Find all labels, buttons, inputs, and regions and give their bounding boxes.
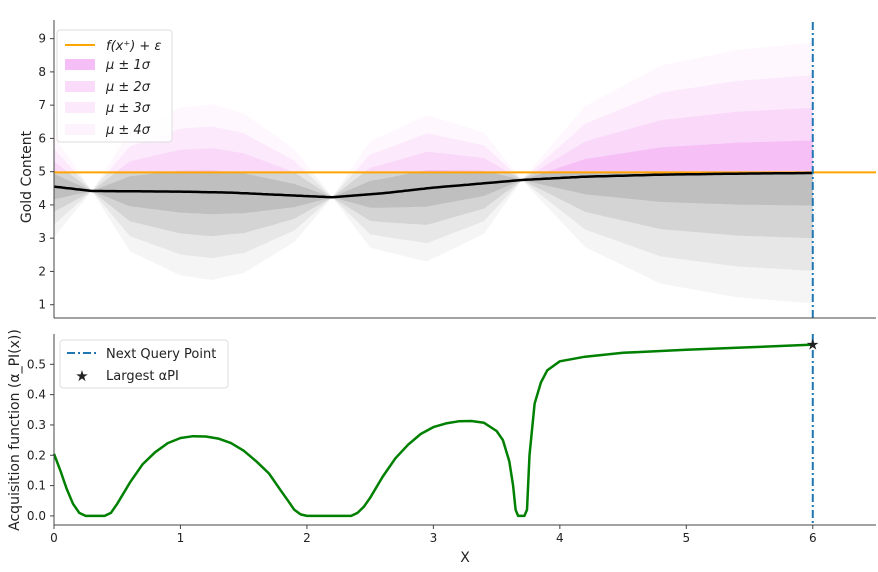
acquisition-x-tick-label: 3 bbox=[430, 531, 438, 545]
acquisition-axes: 0.0 0.1 0.2 0.3 0.4 0.5 0 1 2 3 4 5 6 bbox=[27, 334, 876, 545]
posterior-legend-frame bbox=[56, 29, 173, 143]
band-above-sigma4 bbox=[54, 42, 813, 173]
acquisition-x-tick-label: 1 bbox=[177, 531, 185, 545]
acquisition-y-tick-label: 0.1 bbox=[27, 479, 46, 493]
acquisition-x-tick-label: 6 bbox=[809, 531, 817, 545]
largest-point-star-icon: ★ bbox=[806, 336, 819, 354]
legend-best-label: f(x⁺) + ε bbox=[106, 39, 161, 54]
acquisition-y-tick-label: 0.5 bbox=[27, 357, 46, 371]
acquisition-y-tick-label: 0.0 bbox=[27, 509, 46, 523]
posterior-y-tick-label: 4 bbox=[38, 198, 46, 212]
posterior-y-tick-label: 6 bbox=[38, 131, 46, 145]
posterior-legend: f(x⁺) + ε μ ± 1σ μ ± 2σ μ ± 3σ μ ± 4σ bbox=[56, 29, 173, 143]
legend-sigma4-label: μ ± 4σ bbox=[105, 123, 151, 138]
band-below-sigma2 bbox=[54, 172, 813, 239]
acquisition-x-tick-label: 4 bbox=[556, 531, 564, 545]
acquisition-x-tick-label: 5 bbox=[682, 531, 690, 545]
posterior-panel: 1 2 3 4 5 6 7 8 9 Gold Content f(x⁺) + ε μ ± 1σ … bbox=[19, 20, 876, 319]
acquisition-lines: ★ bbox=[52, 334, 819, 525]
posterior-y-tick-label: 8 bbox=[38, 65, 46, 79]
legend-query-label: Next Query Point bbox=[106, 347, 216, 362]
band-above-sigma1 bbox=[54, 140, 813, 173]
legend-sigma3-label: μ ± 3σ bbox=[105, 101, 151, 116]
posterior-y-tick-label: 5 bbox=[38, 165, 46, 179]
acquisition-x-label: X bbox=[460, 550, 470, 566]
acquisition-legend-frame bbox=[59, 339, 229, 389]
legend-sigma2-label: μ ± 2σ bbox=[105, 80, 151, 95]
posterior-y-tick-label: 7 bbox=[38, 98, 46, 112]
posterior-y-label: Gold Content bbox=[19, 130, 35, 223]
acquisition-x-tick-label: 2 bbox=[303, 531, 311, 545]
uncertainty-bands bbox=[54, 42, 813, 304]
acquisition-panel: ★ 0.0 0.1 0.2 0.3 0.4 0.5 0 1 2 3 4 5 6 Acquisition … bbox=[7, 329, 876, 566]
legend-largest-label: Largest αPI bbox=[106, 369, 179, 384]
band-above-sigma2 bbox=[54, 107, 813, 173]
posterior-axes: 1 2 3 4 5 6 7 8 9 bbox=[38, 20, 876, 319]
band-below-sigma4 bbox=[54, 172, 813, 304]
band-below-sigma1 bbox=[54, 172, 813, 215]
band-below-sigma3 bbox=[54, 172, 813, 271]
acquisition-y-label: Acquisition function (α_PI(x)) bbox=[7, 329, 23, 531]
posterior-y-tick-label: 1 bbox=[38, 298, 46, 312]
posterior-mean-line bbox=[53, 171, 813, 199]
legend-star-icon: ★ bbox=[75, 367, 88, 385]
posterior-lines bbox=[53, 22, 876, 318]
acquisition-x-tick-label: 0 bbox=[50, 531, 58, 545]
band-above-sigma3 bbox=[54, 75, 813, 173]
acquisition-y-tick-label: 0.3 bbox=[27, 418, 46, 432]
legend-sigma1-label: μ ± 1σ bbox=[105, 58, 151, 73]
posterior-y-tick-label: 9 bbox=[38, 32, 46, 46]
legend-sigma4-swatch bbox=[65, 124, 95, 135]
acquisition-y-tick-label: 0.4 bbox=[27, 388, 46, 402]
acquisition-y-tick-label: 0.2 bbox=[27, 448, 46, 462]
posterior-y-tick-label: 2 bbox=[38, 264, 46, 278]
posterior-y-tick-label: 3 bbox=[38, 231, 46, 245]
legend-sigma2-swatch bbox=[65, 81, 95, 92]
acquisition-legend: Next Query Point ★ Largest αPI bbox=[59, 339, 229, 389]
acquisition-line bbox=[52, 343, 813, 518]
legend-sigma3-swatch bbox=[65, 102, 95, 113]
legend-sigma1-swatch bbox=[65, 59, 95, 70]
